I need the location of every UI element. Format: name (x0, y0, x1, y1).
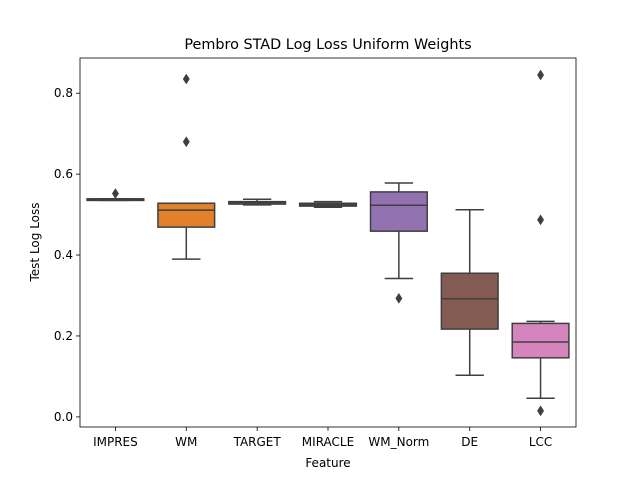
x-tick-label-wm-norm: WM_Norm (368, 435, 429, 449)
box-wm (157, 202, 216, 228)
y-tick-label: 0.0 (54, 410, 73, 424)
plot-area: 0.0 0.2 0.4 0.6 0.8 IMPRES WM TARGET MIRACLE WM_N… (54, 57, 577, 449)
y-axis-label: Test Log Loss (28, 202, 42, 282)
outlier-wm-norm (395, 292, 403, 304)
y-tick-label: 0.2 (54, 329, 73, 343)
box-de (440, 272, 499, 330)
outlier-impres (111, 188, 119, 200)
outlier-wm (182, 73, 190, 85)
y-tick-label: 0.4 (54, 248, 73, 262)
outlier-lcc (537, 214, 545, 226)
chart-title: Pembro STAD Log Loss Uniform Weights (184, 37, 471, 53)
x-tick-label-lcc: LCC (529, 435, 552, 449)
x-axis-label: Feature (305, 456, 350, 470)
outlier-lcc (537, 405, 545, 417)
x-tick-label-de: DE (461, 435, 478, 449)
x-tick-label-miracle: MIRACLE (302, 435, 354, 449)
x-tick-label-target: TARGET (233, 435, 282, 449)
x-tick-label-wm: WM (175, 435, 197, 449)
y-tick-label: 0.6 (54, 167, 73, 181)
outlier-wm (182, 136, 190, 148)
y-tick-label: 0.8 (54, 86, 73, 100)
box-wm-norm (369, 191, 428, 232)
box-lcc (511, 322, 570, 359)
x-tick-label-impres: IMPRES (93, 435, 138, 449)
axes-frame (79, 57, 577, 428)
outlier-lcc (537, 69, 545, 81)
